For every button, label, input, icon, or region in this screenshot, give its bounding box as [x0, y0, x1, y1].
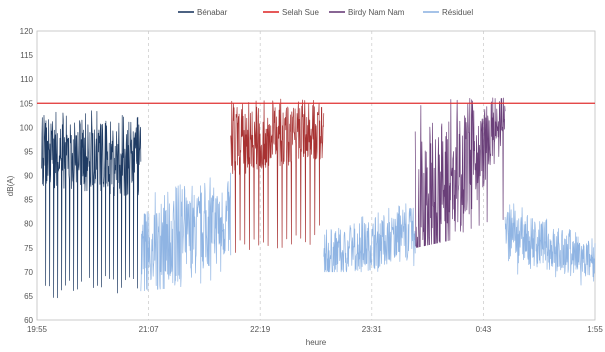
plot-area: [37, 97, 596, 299]
series-line: [230, 98, 325, 253]
y-axis-title: dB(A): [6, 175, 15, 196]
series-line: [41, 110, 142, 299]
series-line: [323, 203, 416, 273]
legend-label: Résiduel: [442, 8, 473, 17]
legend: Bénabar Selah Sue Birdy Nam Nam Résiduel: [178, 8, 473, 17]
x-tick-label: 0:43: [476, 325, 492, 334]
y-tick-label: 115: [20, 51, 33, 60]
legend-label: Bénabar: [197, 8, 228, 17]
x-tick-label: 22:19: [250, 325, 271, 334]
series-r-siduel: [140, 172, 596, 292]
y-tick-label: 70: [24, 268, 33, 277]
plot-border: [36, 30, 596, 321]
x-tick-label: 1:55: [587, 325, 603, 334]
x-tick-label: 19:55: [27, 325, 48, 334]
x-tick-label: 23:31: [362, 325, 383, 334]
series-selah-sue: [230, 98, 325, 253]
legend-label: Selah Sue: [282, 8, 319, 17]
y-tick-label: 120: [20, 27, 34, 36]
y-tick-label: 65: [24, 292, 33, 301]
legend-label: Birdy Nam Nam: [348, 8, 405, 17]
series-b-nabar: [41, 110, 142, 299]
series-line: [414, 97, 506, 248]
y-tick-label: 105: [20, 99, 34, 108]
y-tick-label: 85: [24, 196, 33, 205]
x-tick-label: 21:07: [139, 325, 160, 334]
y-tick-label: 110: [20, 75, 33, 84]
axes: 19:55 21:07 22:19 23:31 0:43 1:55 60 65 70 75 80 85…: [20, 27, 604, 334]
y-tick-label: 100: [20, 123, 34, 132]
y-tick-label: 95: [24, 147, 33, 156]
y-tick-label: 60: [24, 316, 33, 325]
y-tick-label: 90: [24, 172, 33, 181]
x-axis-title: heure: [306, 338, 327, 347]
series-birdy-nam-nam: [414, 97, 506, 248]
series-line: [140, 172, 232, 292]
y-tick-label: 80: [24, 220, 33, 229]
series-line: [504, 203, 596, 286]
y-tick-label: 75: [24, 244, 33, 253]
